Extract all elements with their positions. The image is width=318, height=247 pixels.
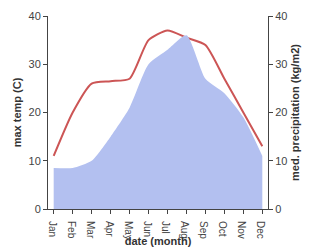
svg-text:40: 40	[29, 10, 41, 22]
svg-text:30: 30	[29, 58, 41, 70]
svg-text:med. precipitation (kg/m2): med. precipitation (kg/m2)	[289, 44, 301, 181]
svg-text:May: May	[123, 221, 134, 240]
svg-text:10: 10	[29, 155, 41, 167]
svg-text:Dec: Dec	[255, 221, 266, 239]
svg-text:0: 0	[275, 203, 281, 215]
svg-text:10: 10	[275, 155, 287, 167]
svg-text:Sep: Sep	[198, 221, 209, 239]
svg-text:0: 0	[35, 203, 41, 215]
svg-text:max temp (C): max temp (C)	[11, 77, 23, 147]
svg-text:Aug: Aug	[179, 221, 190, 239]
svg-text:40: 40	[275, 10, 287, 22]
svg-text:Mar: Mar	[85, 221, 96, 239]
svg-text:Jun: Jun	[142, 221, 153, 237]
svg-text:20: 20	[275, 106, 287, 118]
svg-text:date (month): date (month)	[125, 235, 192, 247]
svg-text:20: 20	[29, 106, 41, 118]
svg-text:Apr: Apr	[104, 221, 115, 237]
svg-text:Feb: Feb	[66, 221, 77, 239]
svg-text:Oct: Oct	[217, 221, 228, 237]
svg-text:Jul: Jul	[160, 221, 171, 234]
svg-text:30: 30	[275, 58, 287, 70]
svg-text:Jan: Jan	[47, 221, 58, 237]
svg-text:Nov: Nov	[236, 221, 247, 239]
